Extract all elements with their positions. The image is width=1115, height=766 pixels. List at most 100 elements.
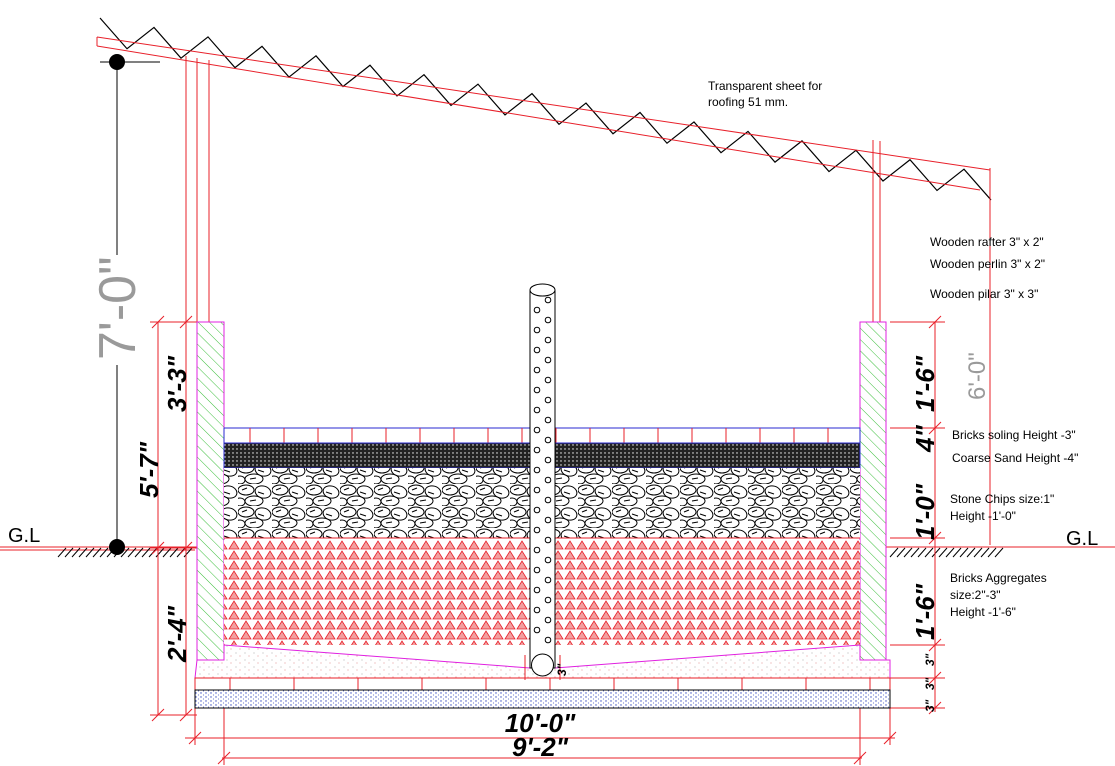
dim-lines xyxy=(150,315,945,765)
hatch xyxy=(959,547,969,558)
hole xyxy=(533,486,541,494)
brick-joints xyxy=(229,678,871,690)
hatch xyxy=(64,547,74,558)
hatch xyxy=(938,547,948,558)
hole xyxy=(533,566,541,574)
hole xyxy=(544,376,552,384)
hole xyxy=(533,426,541,434)
hole xyxy=(533,366,541,374)
hole xyxy=(544,416,552,424)
dim-label: 3" xyxy=(923,677,937,690)
hatch xyxy=(141,547,151,558)
hatch xyxy=(973,547,983,558)
hole xyxy=(533,326,541,334)
hole xyxy=(533,386,541,394)
hole xyxy=(544,636,552,644)
roof-note: Transparent sheet for xyxy=(708,79,822,93)
hatch xyxy=(966,547,976,558)
ground-label: G.L xyxy=(8,525,40,547)
hole xyxy=(533,586,541,594)
hatch xyxy=(162,547,172,558)
layer-label: size:2"-3" xyxy=(950,588,1001,602)
dim-label: 7'-0" xyxy=(89,256,147,360)
layer-label: Stone Chips size:1" xyxy=(950,492,1054,506)
member-label: Wooden perlin 3" x 2" xyxy=(930,257,1045,271)
hole xyxy=(533,506,541,514)
brick-bed xyxy=(194,677,891,691)
dim-label: 9'-2" xyxy=(512,732,569,762)
dim-label: 3" xyxy=(555,663,569,676)
wall-left xyxy=(196,321,225,661)
base-layer xyxy=(194,689,891,709)
dim-label: 3" xyxy=(923,699,937,712)
dim-label: 3" xyxy=(923,653,937,666)
hole xyxy=(544,616,552,624)
hatch xyxy=(903,547,913,558)
hatch xyxy=(889,547,899,558)
dim-label: 6'-0" xyxy=(964,352,991,400)
layer-label: Coarse Sand Height -4" xyxy=(952,451,1078,465)
hole xyxy=(533,466,541,474)
dim-dot xyxy=(109,54,125,70)
hatch xyxy=(917,547,927,558)
hole xyxy=(544,296,552,304)
pipe-holes xyxy=(533,296,552,644)
hole xyxy=(533,606,541,614)
hole xyxy=(533,446,541,454)
hatch xyxy=(169,547,179,558)
hatch xyxy=(92,547,102,558)
hatch xyxy=(980,547,990,558)
hatch xyxy=(896,547,906,558)
hole xyxy=(544,576,552,584)
hole xyxy=(544,536,552,544)
hole xyxy=(533,626,541,634)
hatch xyxy=(127,547,137,558)
hole xyxy=(533,306,541,314)
dim-label: 5'-7" xyxy=(134,441,164,498)
hole xyxy=(544,316,552,324)
hole xyxy=(544,596,552,604)
hatch xyxy=(924,547,934,558)
pipe xyxy=(529,289,556,669)
hatch xyxy=(183,547,193,558)
hole xyxy=(544,556,552,564)
layer-label: Bricks soling Height -3" xyxy=(952,428,1076,442)
hatch xyxy=(155,547,165,558)
hatch xyxy=(78,547,88,558)
ground-label: G.L xyxy=(1066,528,1098,550)
wall-right xyxy=(859,321,887,661)
hole xyxy=(544,496,552,504)
brick-joints xyxy=(249,428,829,443)
dim-label: 1'-0" xyxy=(910,483,940,540)
hole xyxy=(533,406,541,414)
hatch xyxy=(134,547,144,558)
hatch xyxy=(931,547,941,558)
hatch xyxy=(952,547,962,558)
dim-label: 10'-0" xyxy=(505,708,576,738)
dim-dot xyxy=(109,539,125,555)
hole xyxy=(544,436,552,444)
rafter xyxy=(96,45,981,191)
layer-label: Bricks Aggregates xyxy=(950,571,1047,585)
hatch xyxy=(71,547,81,558)
hole xyxy=(544,356,552,364)
dim-gap xyxy=(100,255,134,365)
layer-label: Height -1'-6" xyxy=(950,605,1016,619)
hole xyxy=(533,526,541,534)
member-label: Wooden rafter 3" x 2" xyxy=(930,235,1044,249)
roof-note: roofing 51 mm. xyxy=(708,95,788,109)
dim-label: 2'-4" xyxy=(162,605,192,663)
dim-label: 3'-3" xyxy=(162,355,192,412)
hole xyxy=(533,346,541,354)
dim-label: 1'-6" xyxy=(910,355,940,412)
hatch xyxy=(57,547,67,558)
hatch xyxy=(99,547,109,558)
hatch xyxy=(945,547,955,558)
hole xyxy=(544,396,552,404)
layer-label: Height -1'-0" xyxy=(950,509,1016,523)
member-label: Wooden pilar 3" x 3" xyxy=(930,287,1038,301)
dim-label: 4" xyxy=(910,425,940,453)
roof-sheet xyxy=(99,17,992,201)
hole xyxy=(533,546,541,554)
